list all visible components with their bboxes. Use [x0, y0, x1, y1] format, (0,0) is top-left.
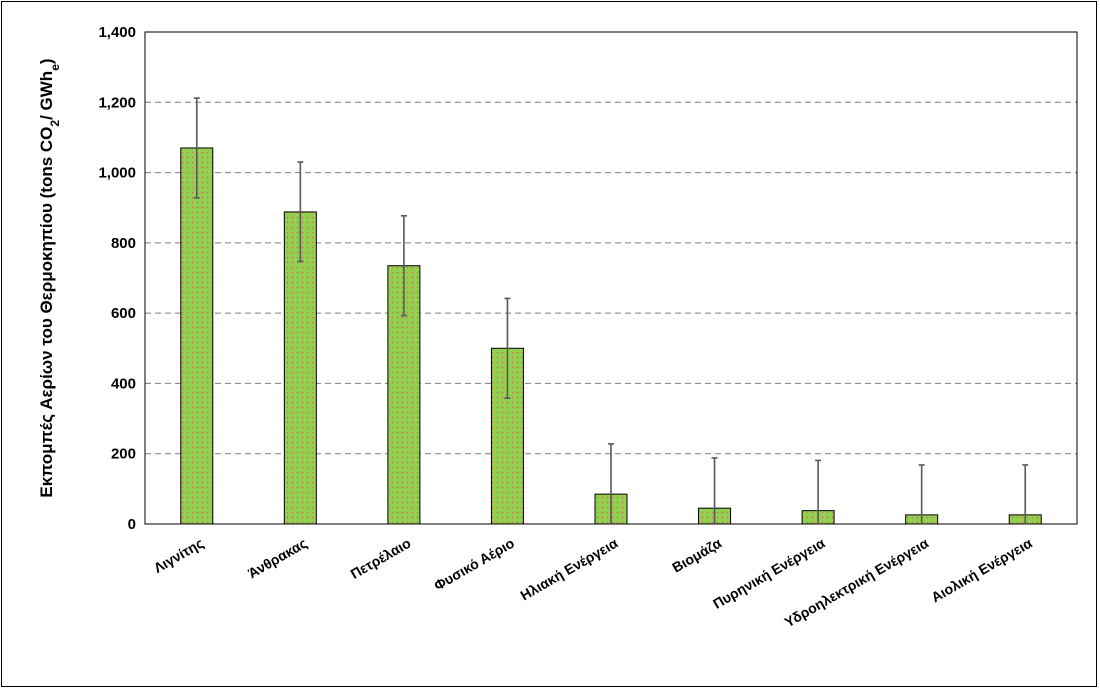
- x-category-label: Λιγνίτης: [151, 535, 206, 576]
- x-axis-categories: Λιγνίτης Άνθρακας Πετρέλαιο Φυσικό Αέριο Ηλι…: [151, 535, 1035, 631]
- y-axis-label-sub2: e: [48, 64, 62, 71]
- error-bars: [193, 97, 1029, 524]
- y-tick-label: 0: [128, 516, 136, 533]
- x-category-label: Φυσικό Αέριο: [431, 535, 517, 594]
- bar: [283, 211, 317, 525]
- error-bar: [504, 297, 511, 399]
- error-bar: [918, 464, 925, 524]
- x-category-label: Άνθρακας: [245, 535, 310, 582]
- x-category-label: Βιομάζα: [669, 535, 724, 576]
- x-category-label: Ηλιακή Ενέργεια: [518, 535, 621, 604]
- y-tick-label: 600: [111, 305, 136, 322]
- y-axis-label: Εκπομπές Αερίων του Θερμοκηπίου (tons CO…: [37, 58, 62, 497]
- error-bar: [711, 457, 718, 524]
- y-axis-label-end: ): [37, 58, 56, 64]
- y-tick-label: 200: [111, 446, 136, 463]
- x-category-label: Αιολική Ενέργεια: [928, 535, 1035, 606]
- y-axis-ticks: 0 200 400 600 800 1,000 1,200 1,400: [98, 24, 136, 533]
- y-axis-label-main: Εκπομπές Αερίων του Θερμοκηπίου (tons CO: [37, 127, 56, 498]
- error-bar: [193, 97, 200, 199]
- y-tick-label: 1,400: [98, 24, 136, 41]
- y-axis-label-sub1: 2: [48, 120, 62, 127]
- y-tick-label: 400: [111, 375, 136, 392]
- error-bar: [297, 161, 304, 263]
- x-category-label: Πετρέλαιο: [348, 535, 414, 582]
- error-bar: [608, 443, 614, 524]
- y-tick-label: 800: [111, 235, 136, 252]
- error-bar: [1022, 464, 1029, 524]
- error-bar: [815, 459, 822, 524]
- bar: [180, 147, 214, 525]
- bars: [180, 147, 1042, 525]
- error-bar: [400, 214, 407, 317]
- y-tick-label: 1,000: [98, 165, 136, 182]
- y-tick-label: 1,200: [98, 94, 136, 111]
- y-axis-label-mid: / GWh: [37, 71, 56, 120]
